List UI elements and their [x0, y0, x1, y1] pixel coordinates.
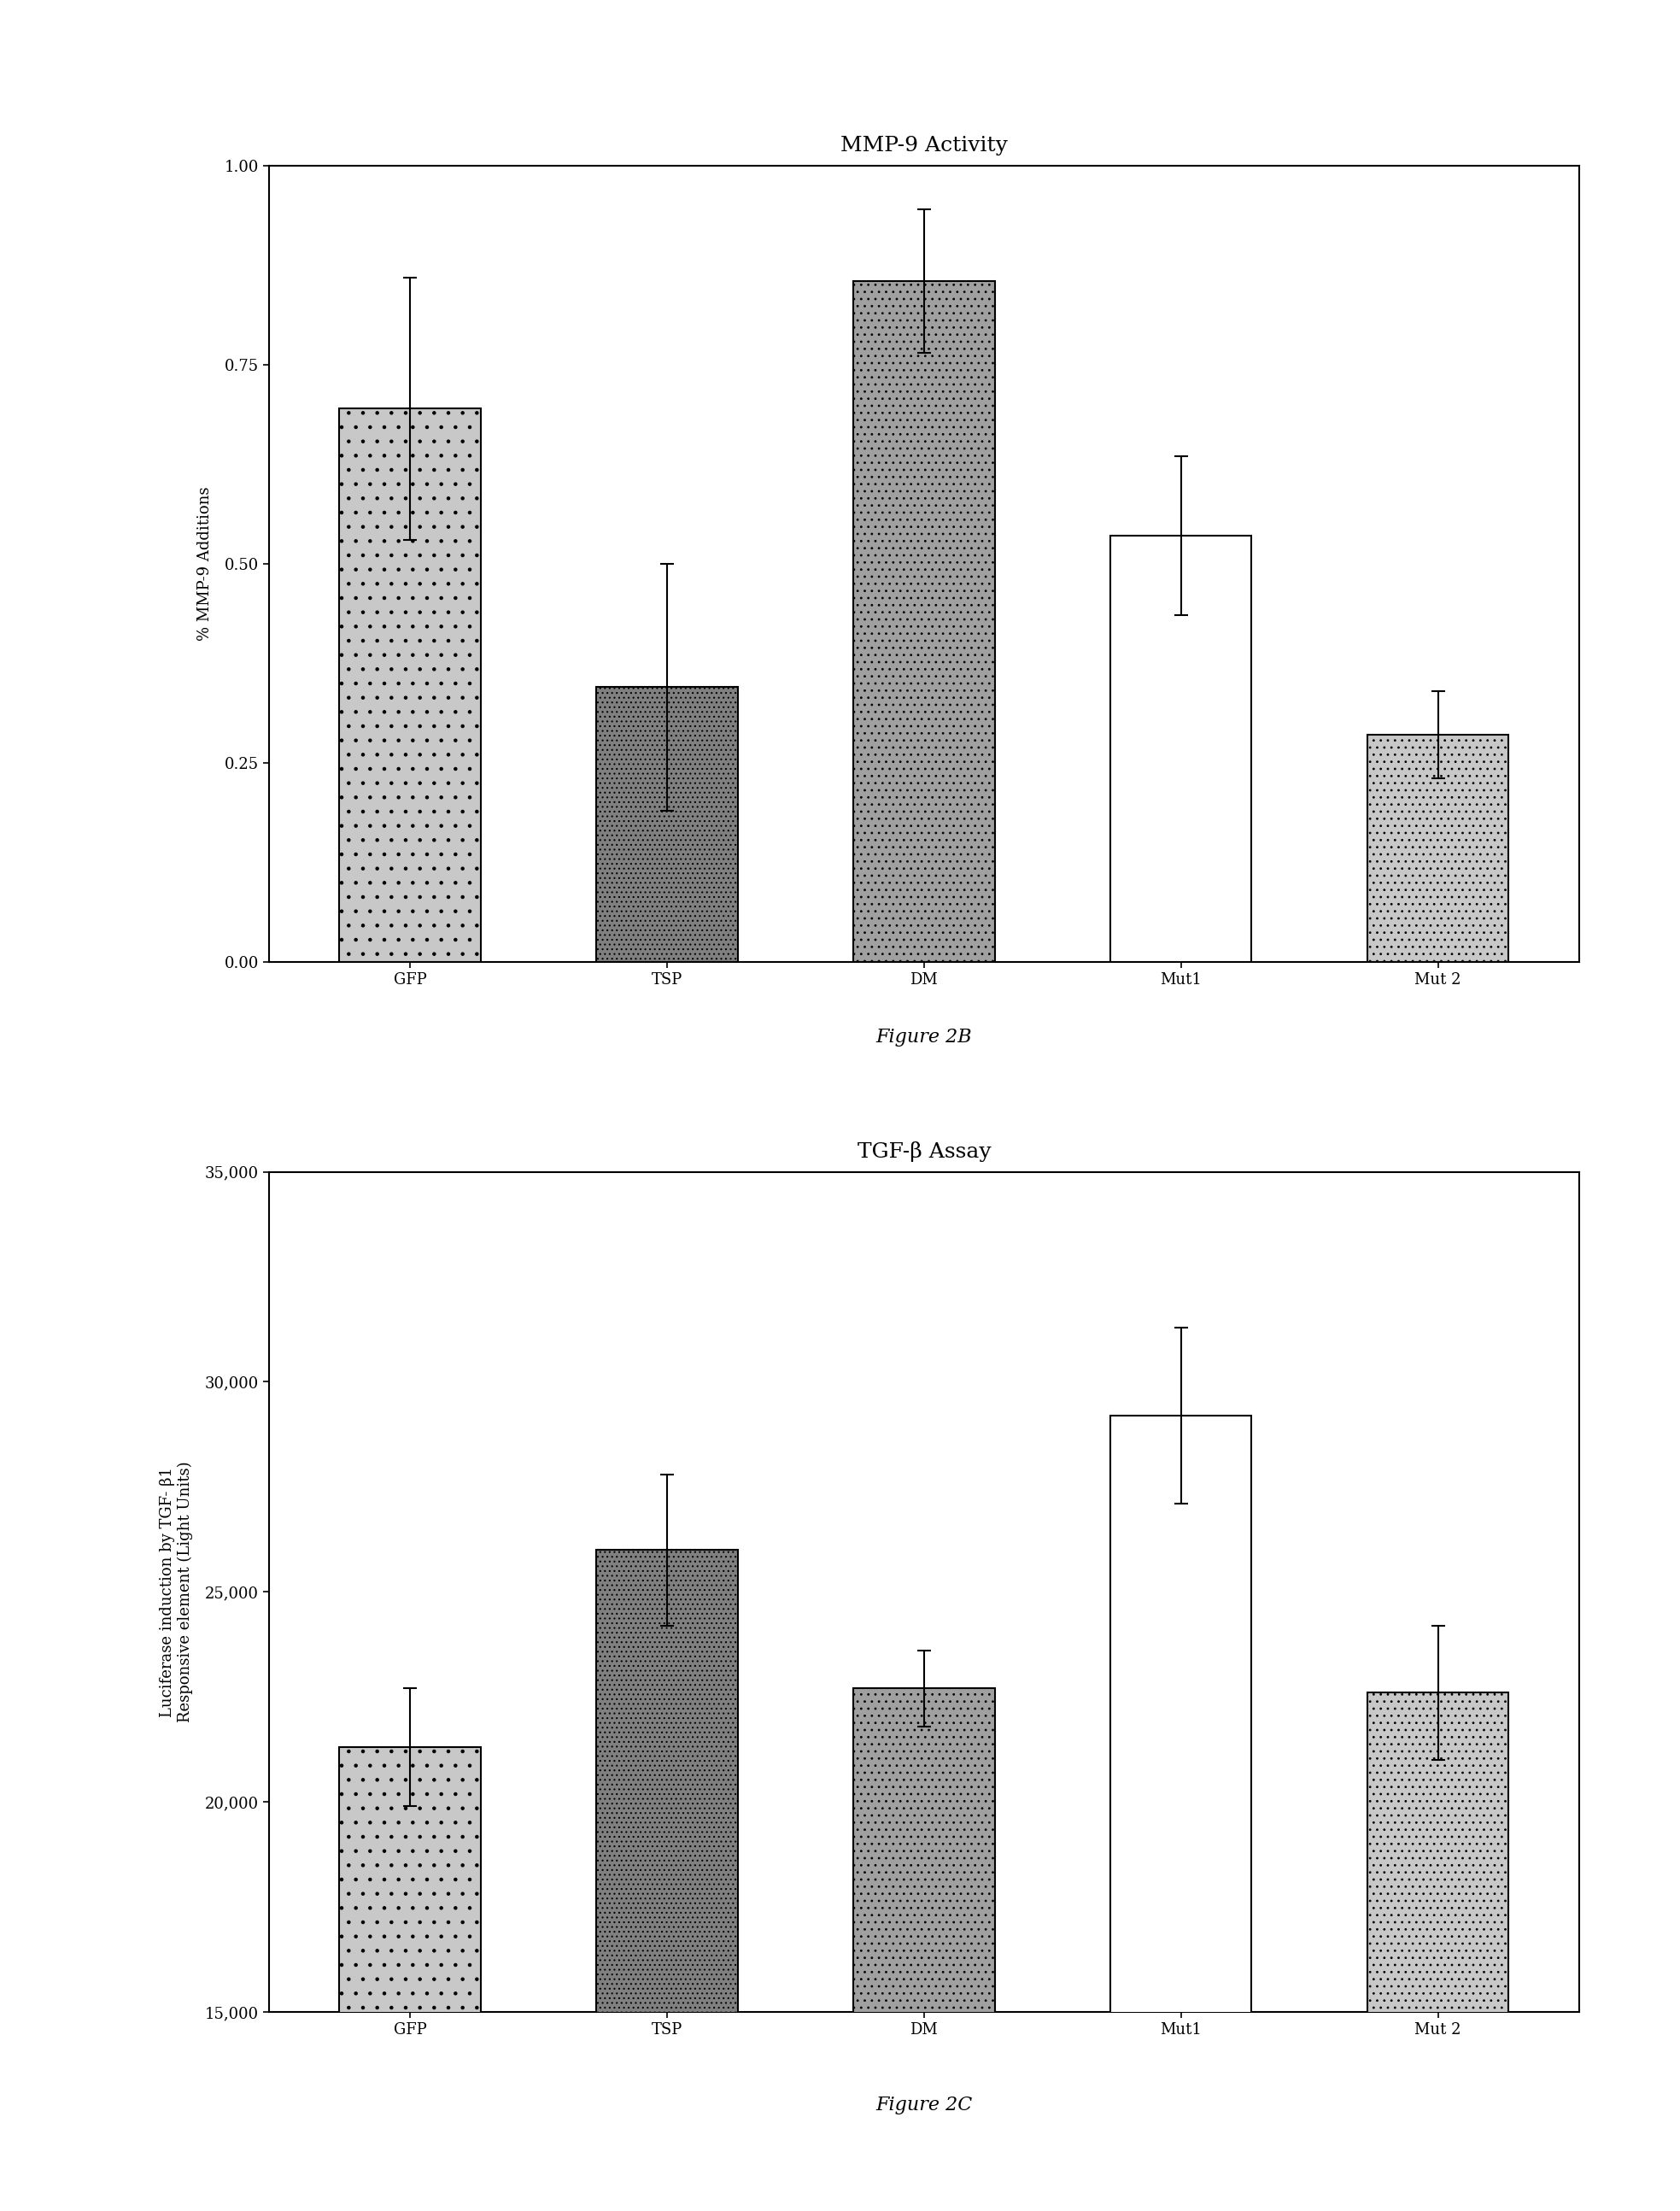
Bar	[596, 1550, 738, 2211]
Title: MMP-9 Activity: MMP-9 Activity	[840, 137, 1008, 155]
Bar	[1110, 535, 1252, 962]
Bar	[596, 688, 738, 962]
Bar	[339, 409, 480, 962]
Bar	[853, 1689, 995, 2211]
Bar	[1368, 1694, 1509, 2211]
Bar	[339, 1747, 480, 2211]
Bar	[1110, 1415, 1252, 2211]
Title: TGF-β Assay: TGF-β Assay	[857, 1141, 991, 1161]
Y-axis label: Luciferase induction by TGF- β1
Responsive element (Light Units): Luciferase induction by TGF- β1 Responsi…	[160, 1461, 193, 1722]
Bar	[853, 281, 995, 962]
Text: Figure 2B: Figure 2B	[875, 1028, 973, 1048]
Text: Figure 2C: Figure 2C	[875, 2096, 973, 2116]
Y-axis label: % MMP-9 Additions: % MMP-9 Additions	[197, 486, 212, 641]
Bar	[1368, 734, 1509, 962]
